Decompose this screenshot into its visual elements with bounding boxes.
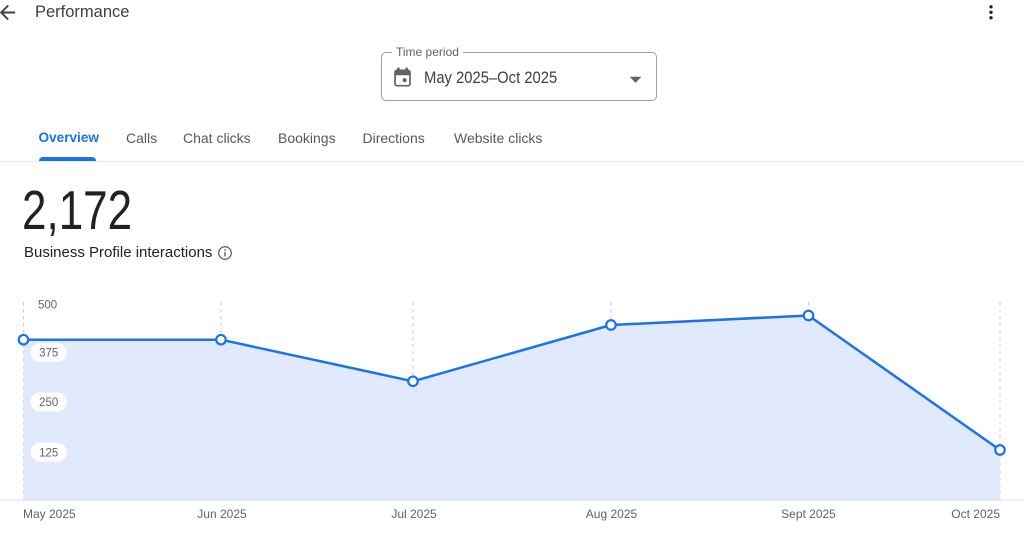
svg-text:Jul 2025: Jul 2025	[391, 507, 437, 521]
svg-text:Aug 2025: Aug 2025	[586, 507, 638, 521]
svg-text:375: 375	[39, 347, 58, 359]
svg-text:Jun 2025: Jun 2025	[197, 507, 247, 521]
svg-text:500: 500	[38, 299, 57, 311]
svg-text:125: 125	[39, 447, 58, 459]
svg-text:Sept 2025: Sept 2025	[781, 507, 836, 521]
svg-text:Oct 2025: Oct 2025	[951, 507, 1000, 521]
svg-text:250: 250	[39, 397, 58, 409]
svg-text:May 2025: May 2025	[23, 507, 76, 521]
